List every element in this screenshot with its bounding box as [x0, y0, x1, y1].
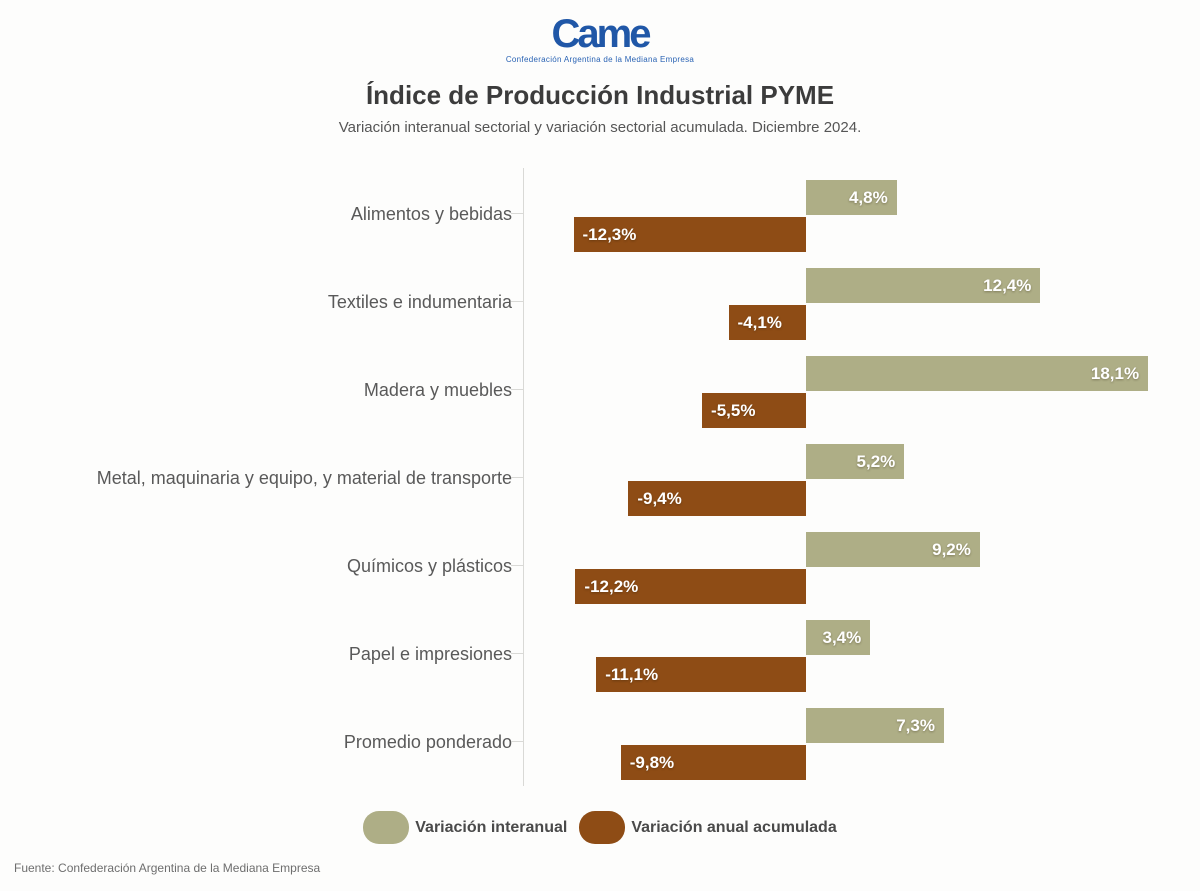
bar-interanual: 7,3%	[806, 708, 944, 743]
legend: Variación interanual Variación anual acum…	[0, 811, 1200, 844]
category-label: Promedio ponderado	[343, 731, 512, 752]
bar-value-label: 5,2%	[856, 451, 896, 471]
bar-value-label: -9,8%	[629, 752, 675, 772]
axis-tick	[511, 477, 523, 478]
chart-row: Papel e impresiones 3,4% -11,1%	[0, 610, 1200, 698]
bar-interanual: 4,8%	[806, 180, 897, 215]
source-note: Fuente: Confederación Argentina de la Me…	[14, 861, 321, 875]
bar-value-label: 7,3%	[896, 715, 935, 735]
bar-value-label: -12,3%	[582, 224, 637, 244]
bar-value-label: 12,4%	[983, 275, 1032, 295]
chart-row: Metal, maquinaria y equipo, y material d…	[0, 434, 1200, 522]
bar-acumulada: -11,1%	[596, 657, 806, 692]
bar-interanual: 3,4%	[806, 620, 871, 655]
bar-value-label: -11,1%	[605, 664, 659, 684]
chart-subtitle: Variación interanual sectorial y variaci…	[338, 119, 862, 136]
legend-label: Variación interanual	[415, 818, 568, 836]
bar-acumulada: -5,5%	[702, 393, 806, 428]
bar-chart: Alimentos y bebidas 4,8% -12,3% Textiles e …	[0, 168, 1200, 788]
bar-acumulada: -4,1%	[728, 305, 806, 340]
bar-acumulada: -9,8%	[620, 745, 806, 780]
legend-swatch	[579, 811, 626, 844]
came-logo-subtext: Confederación Argentina de la Mediana Em…	[505, 55, 695, 64]
bar-acumulada: -12,2%	[575, 569, 806, 604]
bar-value-label: -5,5%	[711, 400, 756, 420]
axis-tick	[511, 565, 523, 566]
bar-acumulada: -9,4%	[628, 481, 806, 516]
category-label: Alimentos y bebidas	[350, 203, 512, 224]
bar-interanual: 12,4%	[806, 268, 1041, 303]
legend-item: Variación interanual	[363, 811, 567, 844]
bar-interanual: 9,2%	[806, 532, 980, 567]
category-label: Madera y muebles	[363, 379, 512, 400]
bar-value-label: -12,2%	[584, 576, 639, 596]
came-logo: Came Confederación Argentina de la Media…	[0, 14, 1200, 64]
chart-row: Madera y muebles 18,1% -5,5%	[0, 346, 1200, 434]
bar-value-label: 9,2%	[932, 539, 971, 559]
bar-value-label: -9,4%	[637, 488, 682, 508]
bar-interanual: 18,1%	[806, 356, 1149, 391]
chart-row: Promedio ponderado 7,3% -9,8%	[0, 698, 1200, 786]
category-label: Químicos y plásticos	[346, 555, 512, 576]
axis-tick	[511, 213, 523, 214]
chart-title: Índice de Producción Industrial PYME	[365, 80, 835, 110]
y-axis-line	[523, 168, 524, 786]
bar-value-label: 18,1%	[1090, 363, 1140, 383]
chart-row: Textiles e indumentaria 12,4% -4,1%	[0, 258, 1200, 346]
bar-interanual: 5,2%	[806, 444, 905, 479]
bar-value-label: 4,8%	[848, 187, 888, 207]
bar-value-label: -4,1%	[737, 312, 782, 332]
axis-tick	[511, 389, 523, 390]
category-label: Textiles e indumentaria	[327, 291, 512, 312]
legend-label: Variación anual acumulada	[631, 818, 837, 836]
axis-tick	[511, 741, 523, 742]
came-logo-text: Came	[551, 12, 652, 56]
category-label: Papel e impresiones	[348, 643, 512, 664]
axis-tick	[511, 653, 523, 654]
chart-row: Químicos y plásticos 9,2% -12,2%	[0, 522, 1200, 610]
bar-acumulada: -12,3%	[573, 217, 806, 252]
legend-item: Variación anual acumulada	[579, 811, 837, 844]
axis-tick	[511, 301, 523, 302]
chart-row: Alimentos y bebidas 4,8% -12,3%	[0, 170, 1200, 258]
category-label: Metal, maquinaria y equipo, y material d…	[96, 467, 512, 488]
bar-value-label: 3,4%	[822, 627, 862, 647]
legend-swatch	[363, 811, 410, 844]
